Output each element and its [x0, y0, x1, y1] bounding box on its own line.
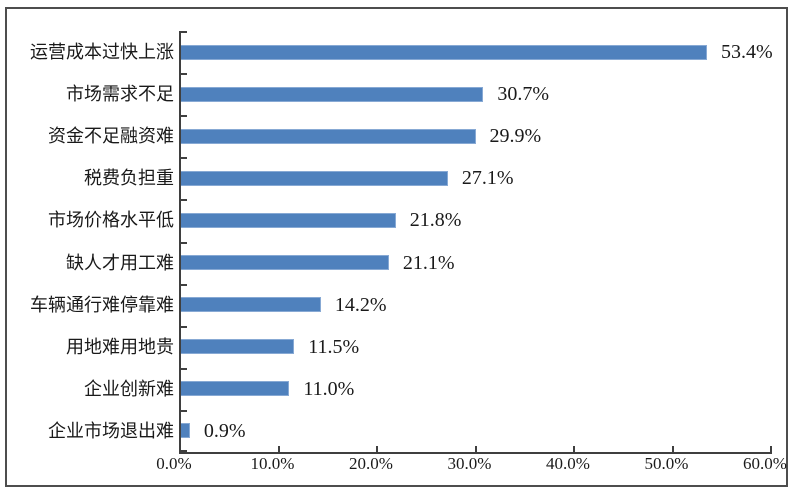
bar: [181, 44, 707, 60]
value-label: 21.1%: [402, 251, 455, 274]
bar: [181, 86, 484, 102]
category-label: 税费负担重: [84, 168, 174, 189]
x-axis-tick: [770, 446, 772, 452]
value-label: 21.8%: [409, 209, 462, 232]
x-axis-tick-label: 60.0%: [743, 454, 787, 473]
x-axis-tick-label: 20.0%: [349, 454, 393, 473]
y-axis-tick: [181, 450, 187, 452]
value-label: 14.2%: [334, 293, 387, 316]
y-axis-tick: [181, 31, 187, 33]
bar: [181, 212, 396, 228]
y-axis-tick: [181, 73, 187, 76]
category-axis: 运营成本过快上涨市场需求不足资金不足融资难税费负担重市场价格水平低缺人才用工难车…: [14, 31, 174, 452]
y-axis-tick: [181, 199, 187, 202]
value-label: 53.4%: [720, 41, 773, 64]
y-axis-tick: [181, 283, 187, 286]
value-label: 11.0%: [303, 377, 355, 400]
category-label: 缺人才用工难: [66, 252, 174, 273]
x-axis-tick: [671, 446, 674, 452]
bar: [181, 297, 321, 313]
category-label: 车辆通行难停靠难: [30, 294, 174, 315]
category-label: 市场价格水平低: [48, 210, 174, 231]
y-axis-tick: [181, 241, 187, 244]
y-axis-tick: [181, 367, 187, 370]
bar: [181, 255, 389, 271]
x-axis-tick: [376, 446, 378, 452]
x-axis-tick: [474, 446, 477, 452]
x-axis-tick: [573, 446, 575, 452]
bar: [181, 339, 295, 355]
value-label: 30.7%: [497, 83, 550, 106]
value-label: 11.5%: [308, 335, 360, 358]
x-axis-tick: [277, 446, 280, 452]
category-label: 市场需求不足: [66, 84, 174, 105]
category-label: 企业市场退出难: [48, 420, 174, 441]
category-label: 企业创新难: [84, 378, 174, 399]
x-axis-tick-label: 10.0%: [250, 454, 295, 473]
category-label: 用地难用地贵: [66, 336, 174, 357]
y-axis-tick: [181, 325, 187, 328]
y-axis-tick: [181, 409, 187, 412]
bar: [181, 381, 290, 397]
y-axis-tick: [181, 115, 187, 118]
value-label: 27.1%: [461, 167, 514, 190]
bar: [181, 128, 476, 144]
y-axis-tick: [181, 157, 187, 160]
x-axis-tick-label: 50.0%: [644, 454, 689, 473]
x-axis-tick-label: 30.0%: [447, 454, 492, 473]
bar: [181, 423, 190, 439]
value-label: 29.9%: [489, 125, 542, 148]
category-label: 资金不足融资难: [48, 126, 174, 147]
plot-area: 53.4% 30.7% 29.9% 27.1% 21.8% 21.1% 14.2% 11.5%…: [179, 31, 773, 454]
category-label: 运营成本过快上涨: [30, 42, 174, 63]
x-axis-tick-label: 40.0%: [546, 454, 590, 473]
value-label: 0.9%: [203, 419, 246, 442]
chart-frame: 运营成本过快上涨市场需求不足资金不足融资难税费负担重市场价格水平低缺人才用工难车…: [5, 7, 788, 487]
x-axis-tick-label: 0.0%: [156, 454, 192, 473]
bar: [181, 170, 448, 186]
